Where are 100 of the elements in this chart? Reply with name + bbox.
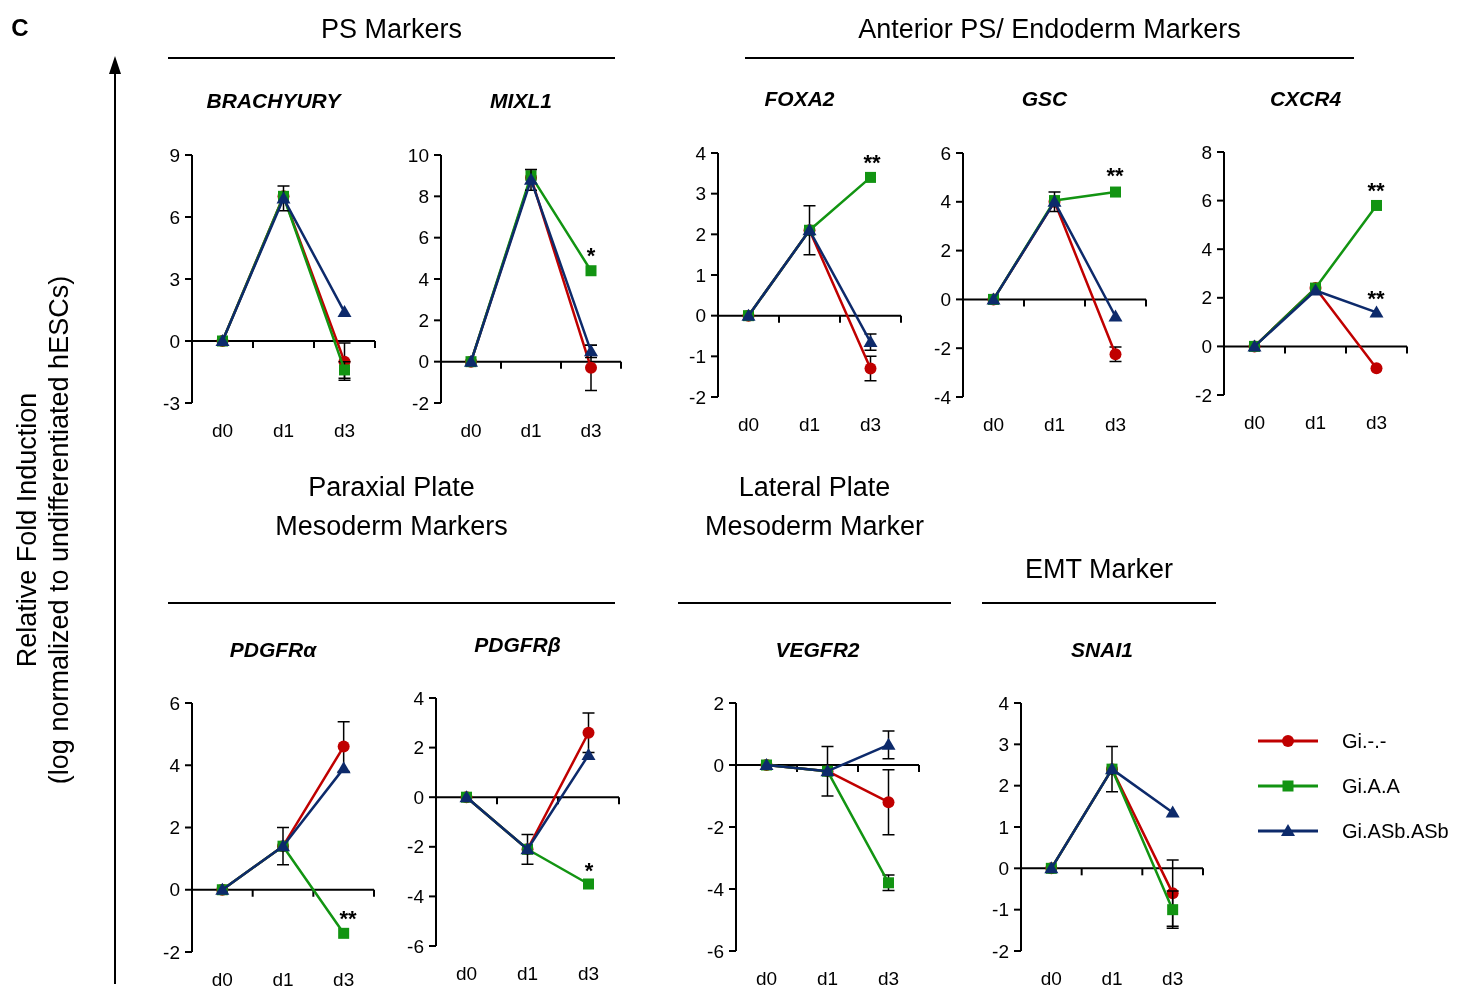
x-tick-label: d1 — [272, 420, 295, 441]
x-tick-label: d0 — [755, 968, 778, 989]
y-tick-label: -4 — [407, 886, 425, 908]
x-tick-label: d0 — [737, 414, 760, 435]
point — [1369, 305, 1384, 318]
y-tick-label: 0 — [1201, 336, 1212, 358]
x-tick-label: d1 — [520, 420, 542, 441]
y-tick-label: -2 — [689, 386, 706, 408]
x-tick-label: d0 — [1243, 412, 1266, 433]
y-tick-label: 2 — [418, 309, 429, 331]
x-tick-label: d1 — [516, 963, 539, 984]
y-tick-label: 0 — [998, 857, 1009, 879]
y-tick-label: 1 — [998, 816, 1009, 838]
chart-title: GSC — [1021, 87, 1069, 110]
x-tick-label: d3 — [1365, 412, 1388, 433]
y-axis-title: Relative Fold Induction (log normalized to undifferentiated hESCs) — [12, 275, 74, 785]
y-tick-label: 0 — [418, 351, 429, 373]
y-tick-label: 4 — [418, 268, 430, 290]
y-tick-label: 0 — [940, 289, 951, 311]
x-tick-label: d0 — [211, 420, 234, 441]
x-tick-label: d0 — [1040, 968, 1062, 989]
y-tick-label: 3 — [695, 183, 706, 205]
y-tick-label: 1 — [695, 264, 706, 286]
x-tick-label: d3 — [333, 969, 355, 989]
x-tick-label: d3 — [333, 420, 356, 441]
x-tick-label: d3 — [1104, 414, 1127, 435]
y-tick-label: 0 — [169, 330, 180, 352]
y-tick-label: 0 — [413, 786, 424, 808]
legend-label: Gi.ASb.ASb — [1342, 820, 1449, 842]
y-tick-label: 3 — [169, 268, 180, 290]
x-tick-label: d1 — [272, 969, 294, 989]
y-tick-label: -1 — [689, 345, 706, 367]
y-tick-label: -6 — [407, 935, 424, 957]
chart-title: FOXA2 — [764, 87, 835, 110]
x-tick-label: d3 — [580, 420, 602, 441]
y-tick-label: 0 — [169, 879, 180, 901]
chart-subtitle: EMT Marker — [1024, 554, 1174, 584]
y-tick-label: 4 — [695, 142, 707, 164]
point — [337, 305, 352, 318]
y-tick-label: 9 — [169, 144, 180, 166]
point — [1370, 362, 1383, 375]
x-tick-label: d3 — [577, 963, 600, 984]
y-tick-label: 0 — [713, 754, 724, 776]
x-tick-label: d3 — [859, 414, 882, 435]
annotation: ** — [863, 150, 881, 175]
chart-subtitle: Paraxial Plate Mesoderm Markers — [275, 472, 508, 541]
y-tick-label: 4 — [1201, 238, 1213, 260]
point — [336, 761, 351, 774]
y-tick-label: 4 — [413, 687, 425, 709]
y-tick-label: 6 — [1201, 190, 1212, 212]
x-tick-label: d0 — [211, 969, 233, 989]
x-tick-label: d1 — [1101, 968, 1123, 989]
y-tick-label: 3 — [998, 733, 1009, 755]
y-tick-label: -2 — [407, 836, 424, 858]
y-tick-label: -3 — [163, 392, 180, 414]
point — [585, 361, 597, 374]
point — [1108, 309, 1123, 322]
y-tick-label: -2 — [934, 337, 951, 359]
y-tick-label: 6 — [940, 142, 951, 164]
annotation: ** — [339, 906, 357, 931]
y-tick-label: 4 — [169, 754, 181, 776]
x-tick-label: d3 — [1162, 968, 1184, 989]
y-tick-label: 2 — [940, 240, 951, 262]
x-tick-label: d0 — [982, 414, 1005, 435]
point — [1165, 805, 1180, 818]
y-tick-label: 4 — [998, 692, 1010, 714]
legend-label: Gi.A.A — [1342, 775, 1401, 797]
y-tick-label: 8 — [418, 185, 429, 207]
point — [585, 265, 597, 277]
annotation: * — [584, 858, 594, 883]
y-tick-label: 6 — [169, 206, 180, 228]
x-tick-label: d1 — [816, 968, 839, 989]
y-tick-label: 2 — [713, 692, 724, 714]
y-tick-label: 0 — [695, 305, 706, 327]
point — [338, 927, 350, 939]
y-tick-label: 6 — [418, 227, 429, 249]
chart-title: CXCR4 — [1269, 87, 1342, 110]
y-tick-label: -2 — [992, 940, 1009, 962]
chart-title: PDGFRβ — [474, 633, 561, 656]
point — [865, 171, 876, 183]
chart-title: VEGFR2 — [775, 638, 860, 661]
y-tick-label: -2 — [412, 392, 429, 414]
point — [583, 878, 594, 890]
x-tick-label: d0 — [460, 420, 482, 441]
point — [864, 362, 877, 375]
point — [1110, 186, 1121, 198]
text: C — [11, 14, 29, 41]
y-tick-label: -6 — [707, 940, 724, 962]
y-tick-label: 2 — [169, 817, 180, 839]
y-tick-label: -1 — [992, 899, 1009, 921]
point — [881, 737, 896, 750]
y-tick-label: -2 — [707, 816, 724, 838]
y-tick-label: 2 — [695, 223, 706, 245]
x-tick-label: d1 — [1304, 412, 1327, 433]
annotation: ** — [1367, 286, 1385, 311]
text: Anterior PS/ Endoderm Markers — [858, 14, 1241, 44]
point — [1371, 199, 1382, 211]
y-tick-label: 8 — [1201, 141, 1212, 163]
x-tick-label: d1 — [798, 414, 821, 435]
annotation: ** — [1106, 163, 1124, 188]
